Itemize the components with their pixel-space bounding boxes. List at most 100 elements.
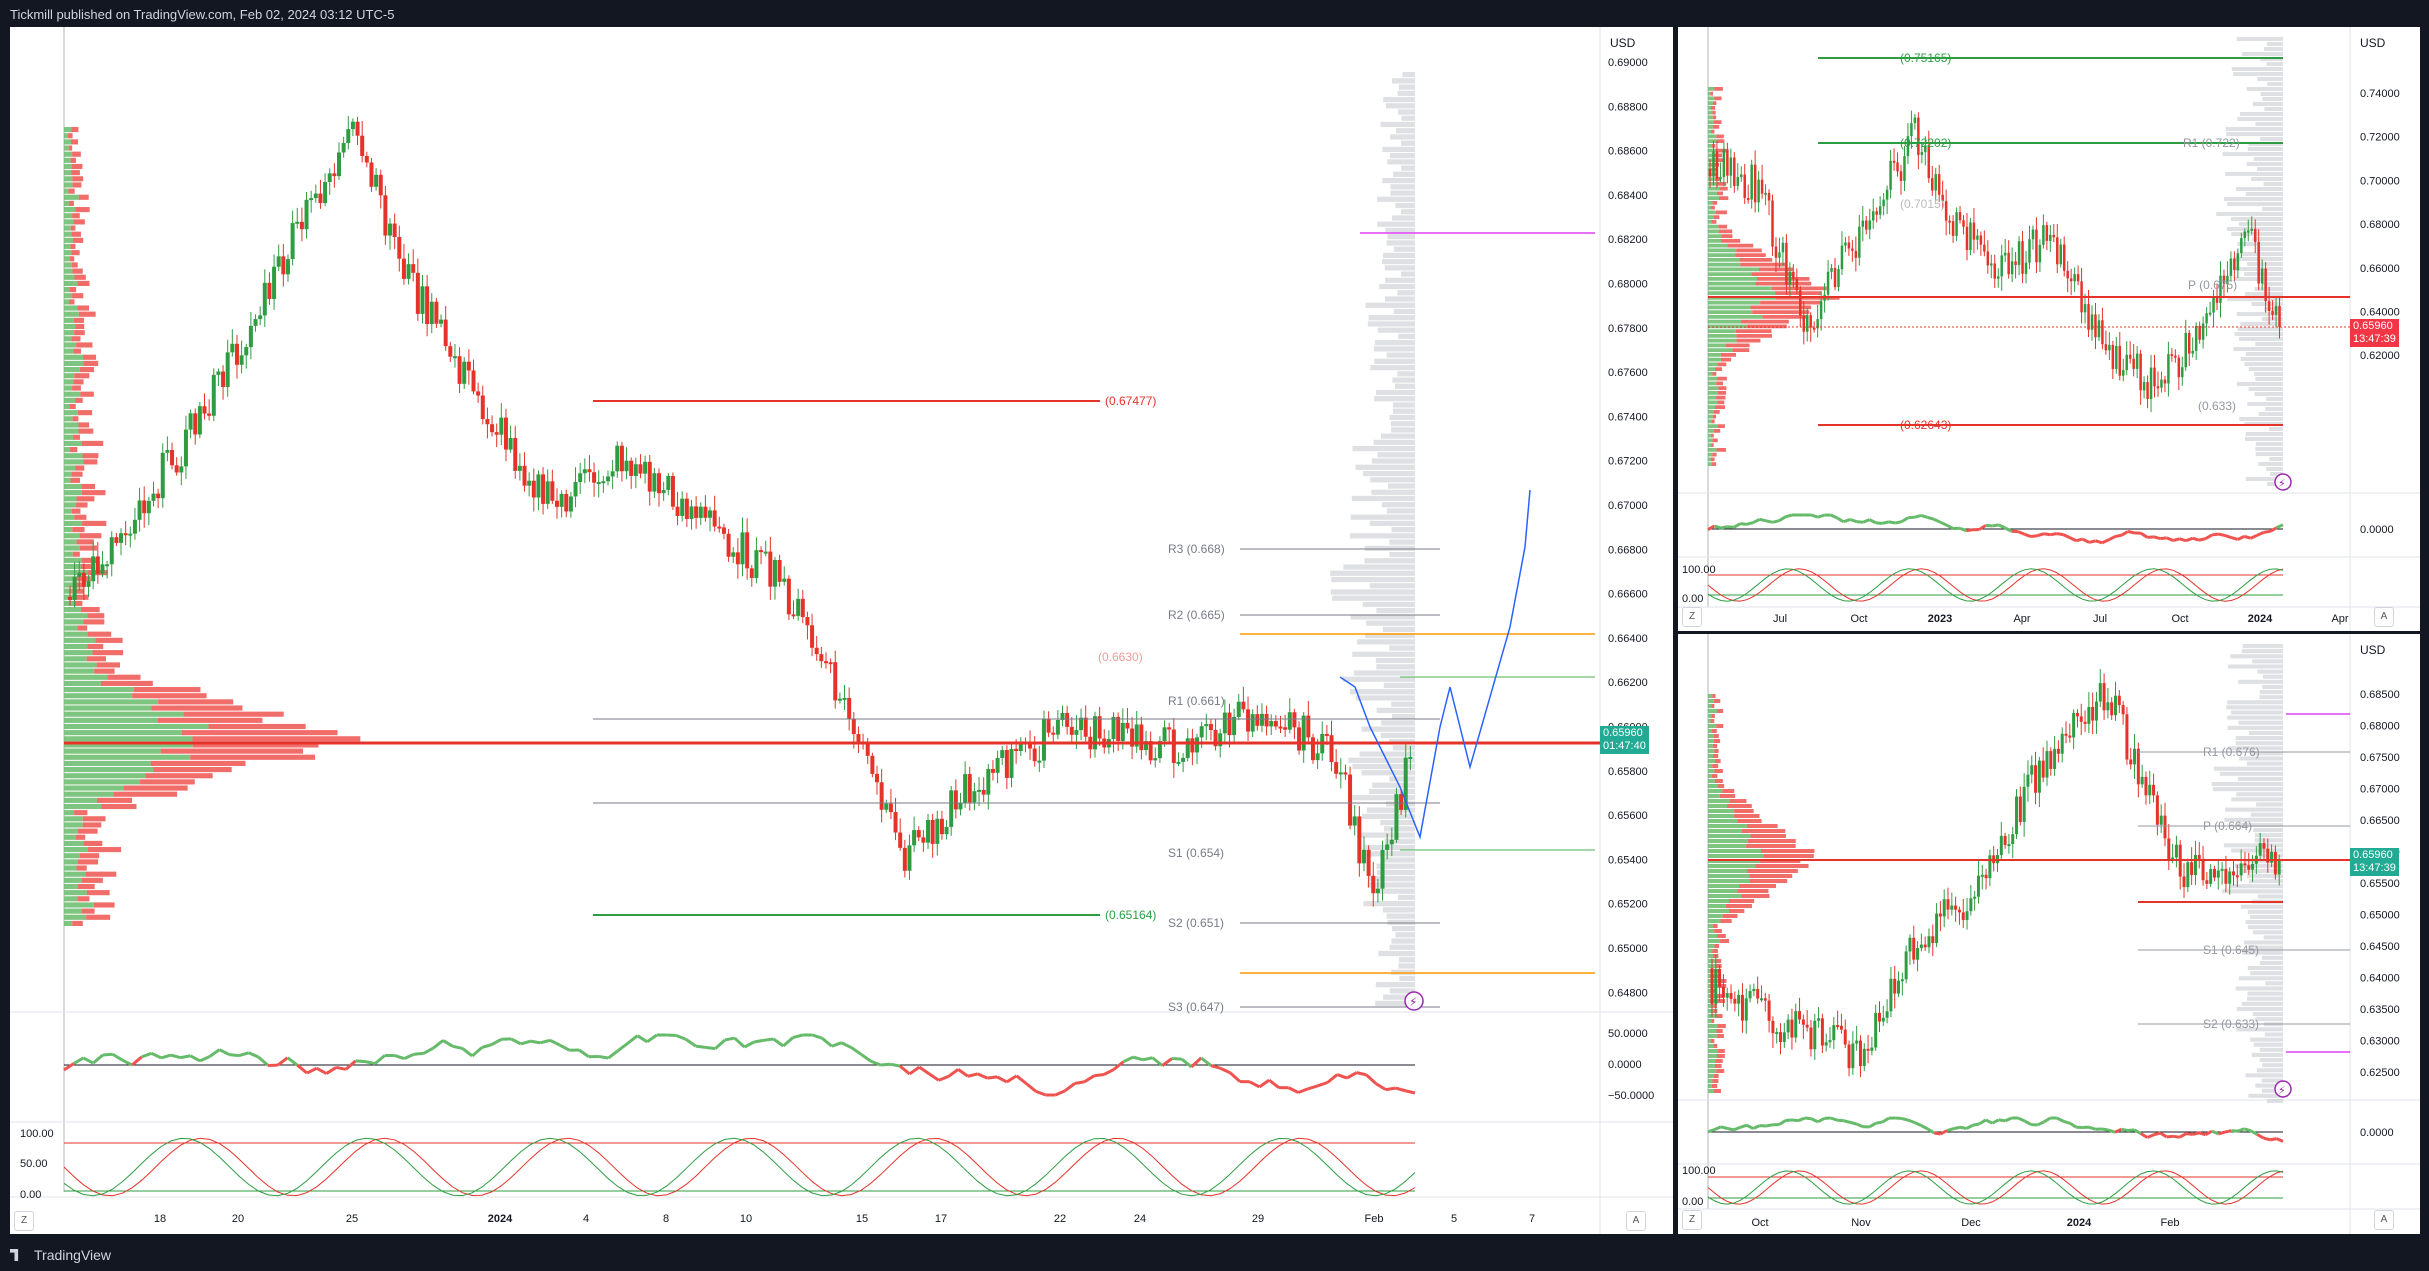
profile-bar-buy	[1708, 391, 1718, 395]
osc-segment	[1151, 1056, 1164, 1067]
r3-label: R3 (0.668)	[1168, 542, 1225, 556]
profile-bar-sell	[1714, 749, 1719, 753]
profile-bar-buy	[1708, 291, 1776, 295]
profile-bar	[1366, 807, 1415, 813]
candle-body	[582, 469, 587, 474]
profile-bar-buy	[1708, 267, 1759, 272]
osc-segment	[753, 1038, 765, 1044]
osc-segment	[1914, 1121, 1922, 1127]
osc-segment	[471, 1046, 483, 1058]
osc-segment	[2108, 1128, 2116, 1134]
svg-text:⚡: ⚡	[1409, 995, 1417, 1009]
lightning-icon[interactable]: ⚡	[2274, 473, 2292, 491]
osc-segment	[2062, 1119, 2071, 1125]
price-axis[interactable]: 0.685000.680000.675000.670000.665000.660…	[2360, 689, 2400, 1079]
time-axis[interactable]: Oct Nov Dec 2024 Feb	[1751, 1217, 2179, 1229]
profile-bar-sell	[1714, 1064, 1722, 1068]
profile-bar-sell	[1734, 814, 1760, 818]
price-axis[interactable]: 0.740000.720000.700000.680000.660000.640…	[2360, 88, 2400, 362]
top-right-chart-panel[interactable]: (0.75165) (0.72202) R1 (0.722) (0.7015) …	[1678, 27, 2420, 631]
z-button[interactable]: Z	[14, 1211, 34, 1231]
main-chart-panel[interactable]: (0.67477) (0.65164) R3 (0.668) R2 (0.665…	[10, 27, 1673, 1234]
profile-bar-buy	[1708, 234, 1722, 238]
osc-segment	[1998, 523, 2006, 530]
profile-bar	[1376, 869, 1415, 876]
candle-body	[1885, 189, 1889, 200]
candle-body	[1740, 994, 1744, 1021]
profile-bar-buy	[64, 600, 74, 606]
profile-bar-sell	[1749, 874, 1793, 878]
candle-body	[1788, 271, 1792, 285]
profile-bar	[2245, 292, 2283, 296]
candle-body	[1273, 721, 1278, 727]
profile-bar-sell	[1712, 414, 1717, 419]
candle-body	[1951, 221, 1955, 236]
profile-bar-sell	[153, 767, 232, 773]
osc-segment	[2095, 539, 2103, 545]
profile-bar-sell	[1715, 367, 1722, 371]
profile-bar-sell	[1749, 879, 1788, 883]
candle-body	[2181, 367, 2184, 378]
time-axis[interactable]: Jul Oct 2023 Apr Jul Oct 2024 Apr	[1773, 613, 2349, 625]
osc-segment	[2017, 530, 2026, 536]
osc-segment	[1972, 1122, 1980, 1127]
stoch-line	[63, 1137, 1416, 1197]
profile-bar-sell	[101, 803, 137, 810]
profile-bar	[1377, 452, 1415, 458]
profile-bar	[1373, 346, 1415, 352]
osc-segment	[772, 1037, 785, 1048]
top-right-chart-canvas[interactable]: (0.75165) (0.72202) R1 (0.722) (0.7015) …	[1678, 27, 2420, 631]
profile-bar-sell	[1711, 1019, 1715, 1023]
main-chart-canvas[interactable]: (0.67477) (0.65164) R3 (0.668) R2 (0.665…	[10, 27, 1673, 1234]
profile-bar-buy	[64, 693, 133, 699]
lightning-icon[interactable]: ⚡	[2274, 1080, 2292, 1098]
profile-bar	[1387, 159, 1415, 165]
profile-bar	[2242, 950, 2283, 955]
profile-bar	[1385, 227, 1415, 234]
a-button[interactable]: A	[2374, 1210, 2394, 1230]
profile-bar	[2252, 102, 2283, 106]
candle-body	[527, 480, 532, 486]
a-button[interactable]: A	[2374, 607, 2394, 627]
time-axis-label: 4	[583, 1213, 589, 1225]
osc-segment	[2172, 1134, 2180, 1139]
candle-body	[726, 533, 731, 557]
candle-body	[420, 286, 425, 314]
time-axis-label: Oct	[1751, 1217, 1768, 1229]
profile-bar-sell	[70, 157, 76, 163]
candle-body	[1919, 944, 1923, 949]
profile-bar	[2249, 914, 2283, 919]
profile-bar	[2253, 1042, 2283, 1047]
profile-bar-buy	[1708, 243, 1728, 248]
profile-bar-sell	[1713, 1004, 1718, 1008]
profile-bar-buy	[1708, 452, 1713, 457]
projection-path[interactable]	[1339, 489, 1531, 840]
level-low-label: (0.62643)	[1900, 418, 1951, 432]
price-axis-label: 0.68000	[2360, 721, 2400, 733]
profile-bar	[2211, 782, 2283, 787]
profile-bar	[2247, 402, 2283, 406]
profile-bar-sell	[100, 680, 153, 686]
candle-body	[972, 791, 977, 803]
bottom-right-chart-canvas[interactable]: R1 (0.676) P (0.664) S1 (0.645) S2 (0.63…	[1678, 634, 2420, 1234]
profile-bar	[2255, 377, 2283, 381]
a-button[interactable]: A	[1626, 1211, 1646, 1231]
osc-segment	[1713, 1125, 1722, 1131]
price-axis[interactable]: 0.690000.688000.686000.684000.682000.680…	[1608, 57, 1648, 999]
z-button[interactable]: Z	[1682, 607, 1702, 627]
lightning-icon[interactable]: ⚡	[1404, 991, 1424, 1011]
profile-bar-buy	[1708, 709, 1717, 713]
profile-bar-sell	[70, 243, 76, 250]
tradingview-logo[interactable]: TradingView	[10, 1247, 111, 1263]
z-button[interactable]: Z	[1682, 1210, 1702, 1230]
osc-segment	[1901, 1117, 1909, 1122]
time-axis[interactable]: 18 20 25 2024 4 8 10 15 17 22 24 29 Feb 5 7	[154, 1213, 1535, 1225]
osc-segment	[1733, 1125, 1741, 1132]
profile-bar	[1397, 90, 1415, 96]
profile-bar	[1367, 321, 1415, 327]
candle-body	[2191, 350, 2194, 354]
candle-body	[610, 471, 615, 477]
p-label: P (0.664)	[2203, 819, 2252, 833]
profile-bar-sell	[1729, 799, 1747, 803]
bottom-right-chart-panel[interactable]: R1 (0.676) P (0.664) S1 (0.645) S2 (0.63…	[1678, 634, 2420, 1234]
